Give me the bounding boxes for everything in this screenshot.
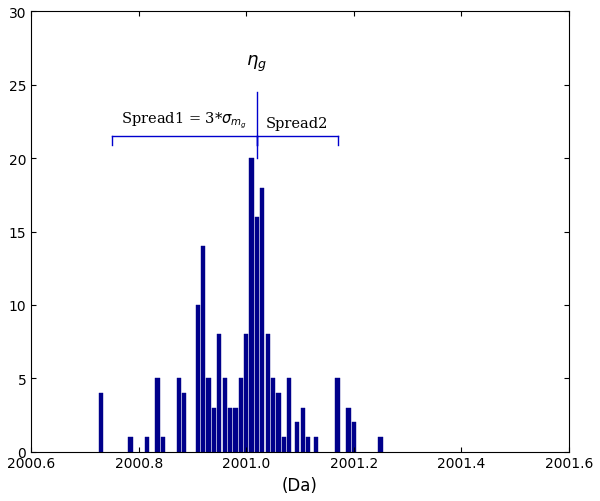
Bar: [233, 408, 238, 452]
Bar: [206, 379, 211, 452]
Bar: [266, 335, 270, 452]
Bar: [244, 335, 248, 452]
Bar: [217, 335, 221, 452]
Bar: [201, 246, 205, 452]
Bar: [335, 379, 340, 452]
Bar: [346, 408, 350, 452]
Bar: [314, 437, 318, 452]
Bar: [352, 422, 356, 452]
Bar: [287, 379, 292, 452]
Text: $\eta_g$: $\eta_g$: [247, 54, 268, 74]
Bar: [212, 408, 216, 452]
Bar: [177, 379, 181, 452]
Bar: [155, 379, 160, 452]
Bar: [277, 393, 281, 452]
Bar: [239, 379, 243, 452]
Bar: [228, 408, 232, 452]
Bar: [196, 305, 200, 452]
Bar: [161, 437, 165, 452]
Bar: [306, 437, 310, 452]
Bar: [271, 379, 275, 452]
Bar: [145, 437, 149, 452]
Bar: [301, 408, 305, 452]
Bar: [379, 437, 383, 452]
Bar: [281, 437, 286, 452]
Bar: [99, 393, 103, 452]
X-axis label: (Da): (Da): [282, 476, 318, 494]
Bar: [295, 422, 299, 452]
Text: Spread2: Spread2: [266, 117, 328, 131]
Text: Spread1 = 3*$\sigma_{m_g}$: Spread1 = 3*$\sigma_{m_g}$: [121, 111, 247, 131]
Bar: [128, 437, 133, 452]
Bar: [182, 393, 187, 452]
Bar: [250, 159, 254, 452]
Bar: [223, 379, 227, 452]
Bar: [260, 188, 265, 452]
Bar: [255, 217, 259, 452]
